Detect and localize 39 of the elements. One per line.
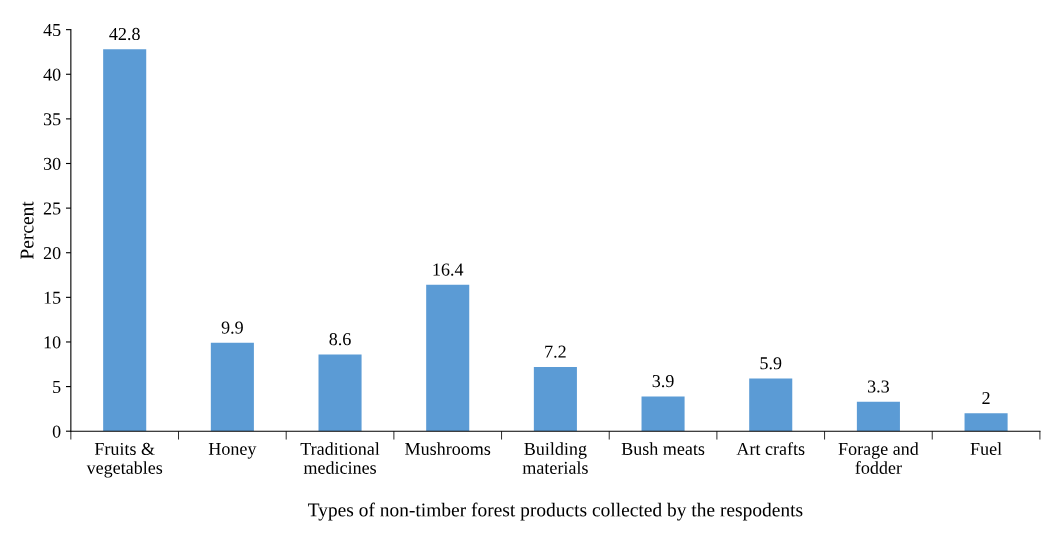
bar <box>641 396 685 432</box>
data-label: 42.8 <box>109 27 140 41</box>
x-tick-label: Honey <box>208 442 257 459</box>
data-label: 16.4 <box>433 263 464 276</box>
y-tick-label: 45 <box>43 24 61 37</box>
y-tick-label: 25 <box>43 202 61 215</box>
x-tick-label: Forage and fodder <box>838 442 919 474</box>
y-axis-title: Percent <box>20 201 34 260</box>
data-label: 3.9 <box>652 375 674 388</box>
y-tick-label: 20 <box>43 246 61 260</box>
y-tick-label: 15 <box>44 291 61 304</box>
data-label: 9.9 <box>221 321 243 334</box>
x-axis-title: Types of non-timber forest products collected by the respodents <box>308 502 803 521</box>
y-tick-label: 35 <box>43 113 61 126</box>
x-tick-label: Traditional medicines <box>300 442 380 474</box>
x-tick-label: Bush meats <box>621 442 705 456</box>
x-tick-label: Fruits & vegetables <box>86 442 163 478</box>
data-label: 2 <box>982 392 990 404</box>
y-tick-label: 30 <box>43 157 61 170</box>
y-tick-label: 5 <box>53 381 61 394</box>
bar <box>426 284 470 432</box>
bar <box>749 378 793 432</box>
x-tick-label: Art crafts <box>736 442 805 456</box>
y-tick-label: 10 <box>44 336 61 349</box>
data-label: 5.9 <box>760 357 782 370</box>
bar <box>318 354 362 432</box>
bar <box>964 413 1008 432</box>
bar <box>856 401 900 432</box>
y-tick-label: 40 <box>43 68 61 81</box>
bar <box>533 366 577 432</box>
data-label: 8.6 <box>329 333 351 346</box>
x-tick-label: Building materials <box>522 442 588 474</box>
data-label: 7.2 <box>545 345 566 358</box>
x-tick-label: Fuel <box>970 442 1002 456</box>
bar <box>210 342 254 432</box>
x-tick-label: Mushrooms <box>405 442 491 456</box>
data-label: 3.3 <box>867 380 889 393</box>
bar <box>103 49 147 432</box>
y-tick-label: 0 <box>52 425 61 438</box>
